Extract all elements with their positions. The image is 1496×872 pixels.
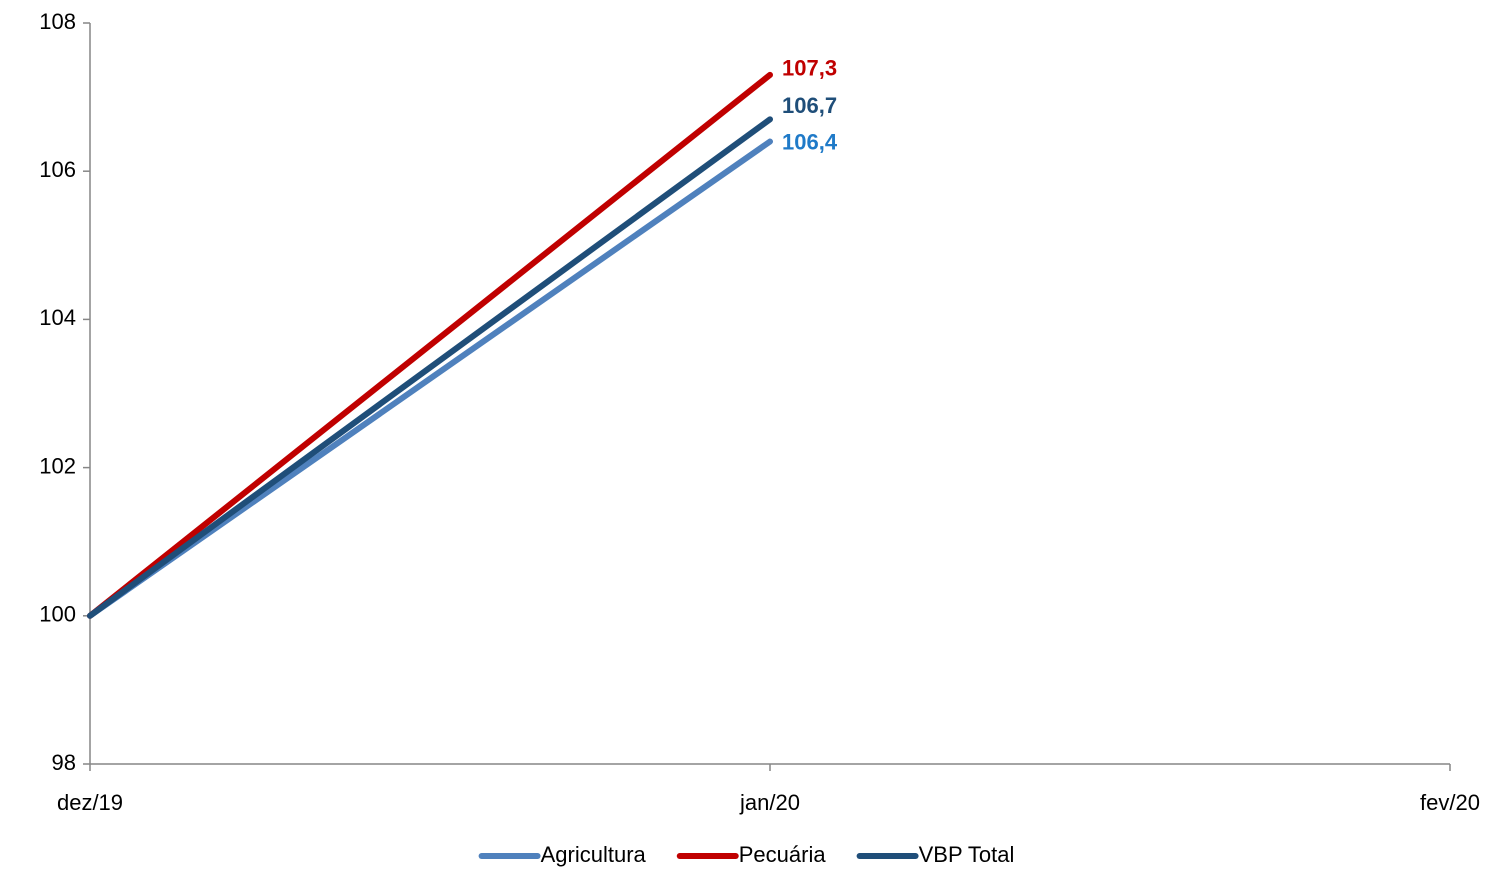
legend-label: Pecuária	[739, 842, 827, 867]
x-tick-label: fev/20	[1420, 790, 1480, 815]
y-tick-label: 104	[39, 305, 76, 330]
legend-label: VBP Total	[919, 842, 1015, 867]
x-tick-label: jan/20	[739, 790, 800, 815]
line	[87, 71, 773, 619]
line	[87, 116, 773, 619]
y-tick-label: 106	[39, 157, 76, 182]
y-tick-label: 98	[52, 750, 76, 775]
y-tick-label: 108	[39, 9, 76, 34]
legend-label: Agricultura	[541, 842, 647, 867]
y-tick-label: 100	[39, 602, 76, 627]
y-tick-label: 102	[39, 453, 76, 478]
data-label: 106,7	[782, 93, 837, 118]
data-label: 106,4	[782, 129, 838, 154]
data-label: 107,3	[782, 56, 837, 81]
x-tick-label: dez/19	[57, 790, 123, 815]
